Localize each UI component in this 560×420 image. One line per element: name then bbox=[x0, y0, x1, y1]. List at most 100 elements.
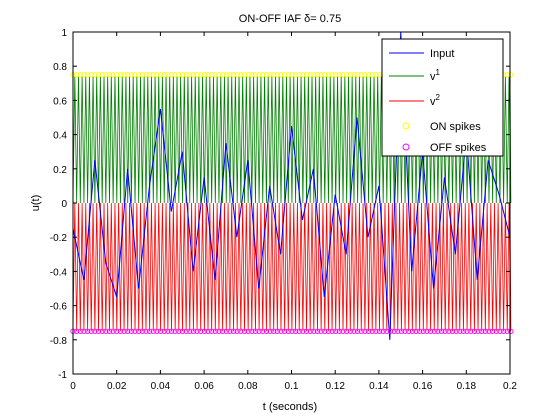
on-spike-marker bbox=[365, 72, 372, 78]
on-spike-marker bbox=[373, 72, 379, 78]
off-spike-marker bbox=[212, 328, 218, 334]
on-spike-marker bbox=[252, 72, 259, 78]
on-spike-marker bbox=[278, 72, 284, 78]
off-spike-marker bbox=[92, 328, 98, 334]
off-spike-marker bbox=[201, 328, 208, 334]
off-spike-marker bbox=[143, 328, 149, 334]
x-tick-label: 0 bbox=[70, 381, 76, 392]
y-tick-label: 0.4 bbox=[53, 131, 67, 142]
off-spike-marker bbox=[238, 328, 244, 334]
on-spike-marker bbox=[121, 72, 127, 78]
on-spike-marker bbox=[227, 72, 233, 78]
on-spike-marker bbox=[216, 72, 222, 78]
on-spike-marker bbox=[311, 72, 317, 78]
off-spike-marker bbox=[296, 328, 302, 334]
on-spike-marker bbox=[271, 72, 277, 78]
off-spike-marker bbox=[336, 328, 343, 334]
off-spike-marker bbox=[274, 328, 280, 334]
off-spike-marker bbox=[420, 328, 426, 334]
off-spike-marker bbox=[183, 328, 189, 334]
on-spike-marker bbox=[74, 72, 80, 78]
y-axis-label: u(t) bbox=[30, 195, 42, 212]
y-tick-label: -0.2 bbox=[50, 233, 68, 244]
off-spike-marker bbox=[460, 328, 467, 334]
on-spike-marker bbox=[358, 72, 364, 78]
on-spike-marker bbox=[303, 72, 310, 78]
on-spike-marker bbox=[190, 72, 197, 78]
off-spike-marker bbox=[106, 328, 113, 334]
off-spike-marker bbox=[409, 328, 415, 334]
off-spike-marker bbox=[187, 328, 193, 334]
off-spike-marker bbox=[497, 328, 503, 334]
off-spike-marker bbox=[322, 328, 328, 334]
off-spike-marker bbox=[292, 328, 299, 334]
off-spike-marker bbox=[285, 328, 291, 334]
off-spike-marker bbox=[114, 328, 120, 334]
on-spike-marker bbox=[92, 72, 98, 78]
off-spike-marker bbox=[146, 328, 153, 334]
off-spike-marker bbox=[303, 328, 310, 334]
off-spike-marker bbox=[391, 328, 397, 334]
on-spike-marker bbox=[150, 72, 156, 78]
on-spike-marker bbox=[245, 72, 251, 78]
on-spike-marker bbox=[168, 72, 175, 78]
on-spike-marker bbox=[172, 72, 178, 78]
off-spike-marker bbox=[281, 328, 288, 334]
on-spike-marker bbox=[223, 72, 229, 78]
off-spike-marker bbox=[468, 328, 474, 334]
off-spike-marker bbox=[387, 328, 394, 334]
y-tick-label: -0.6 bbox=[50, 302, 68, 313]
on-spike-marker bbox=[285, 72, 291, 78]
off-spike-marker bbox=[245, 328, 251, 334]
off-spike-marker bbox=[150, 328, 156, 334]
x-tick-label: 0.04 bbox=[151, 381, 171, 392]
x-axis: 0 0.02 0.04 0.06 0.08 0.1 0.12 0.14 0.16 0.18 0.2 bbox=[70, 32, 517, 392]
off-spike-marker bbox=[344, 328, 350, 334]
y-axis: -1 -0.8 -0.6 -0.4 -0.2 0 0.2 0.4 0.6 0.8 1 bbox=[50, 28, 510, 381]
off-spike-marker bbox=[373, 328, 379, 334]
off-spike-marker bbox=[482, 328, 488, 334]
on-spike-marker bbox=[369, 72, 375, 78]
off-spike-marker bbox=[446, 328, 452, 334]
off-spike-marker bbox=[95, 328, 102, 334]
off-spike-marker bbox=[358, 328, 364, 334]
on-spike-marker bbox=[314, 72, 321, 78]
on-spike-marker bbox=[292, 72, 299, 78]
on-spike-marker bbox=[230, 72, 237, 78]
off-spike-marker bbox=[300, 328, 306, 334]
off-spike-marker bbox=[340, 328, 346, 334]
y-tick-label: 0 bbox=[61, 199, 67, 210]
on-spike-marker bbox=[161, 72, 167, 78]
off-spike-marker bbox=[442, 328, 448, 334]
on-spike-marker bbox=[103, 72, 109, 78]
on-spike-marker bbox=[139, 72, 145, 78]
on-spike-marker bbox=[194, 72, 200, 78]
on-spike-marker bbox=[300, 72, 306, 78]
on-spike-marker bbox=[289, 72, 295, 78]
chart-title: ON-OFF IAF δ= 0.75 bbox=[239, 13, 341, 25]
off-spike-marker bbox=[479, 328, 485, 334]
off-spike-marker bbox=[398, 328, 405, 334]
on-spike-marker bbox=[281, 72, 288, 78]
off-spike-marker bbox=[241, 328, 248, 334]
x-tick-label: 0.1 bbox=[285, 381, 299, 392]
off-spike-marker bbox=[329, 328, 335, 334]
on-spike-marker bbox=[143, 72, 149, 78]
off-spike-marker bbox=[369, 328, 375, 334]
legend-label: Input bbox=[430, 48, 454, 60]
off-spike-marker bbox=[307, 328, 313, 334]
on-spike-marker bbox=[209, 72, 215, 78]
on-spike-marker bbox=[154, 72, 160, 78]
off-spike-marker bbox=[464, 328, 470, 334]
off-spike-marker bbox=[219, 328, 226, 334]
off-spike-marker bbox=[311, 328, 317, 334]
on-spike-marker bbox=[81, 72, 87, 78]
off-spike-marker bbox=[413, 328, 419, 334]
off-spike-marker bbox=[256, 328, 262, 334]
on-spike-marker bbox=[256, 72, 262, 78]
on-spike-marker bbox=[88, 72, 94, 78]
off-spike-marker bbox=[424, 328, 430, 334]
off-spike-marker bbox=[161, 328, 167, 334]
legend-box bbox=[381, 38, 504, 157]
